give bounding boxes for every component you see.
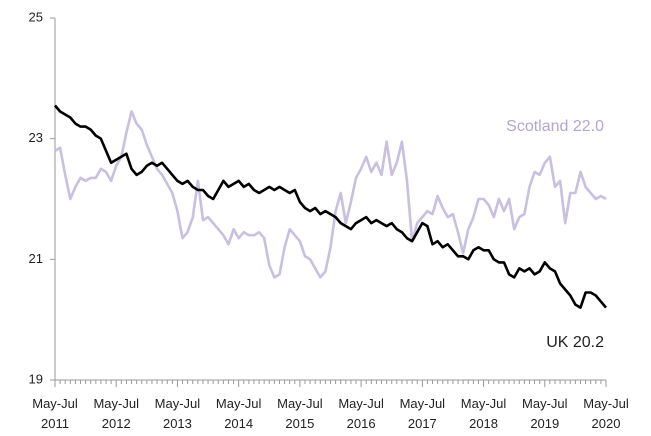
x-tick-label: May-Jul 2012 [93, 396, 139, 431]
x-tick-label: May-Jul 2015 [277, 396, 323, 431]
scotland-annotation: Scotland 22.0 [506, 118, 604, 135]
x-tick-label: May-Jul 2014 [216, 396, 262, 431]
x-tick-label: May-Jul 2018 [461, 396, 507, 431]
line-0 [54, 104, 607, 309]
x-tick-label: May-Jul 2020 [583, 396, 629, 431]
y-tick-label: 19 [29, 371, 43, 386]
y-tick-label: 21 [29, 251, 43, 266]
line-1 [54, 110, 607, 279]
x-tick-label: May-Jul 2011 [32, 396, 78, 431]
x-tick-label: May-Jul 2013 [155, 396, 201, 431]
y-tick-label: 25 [29, 9, 43, 24]
x-tick-label: May-Jul 2016 [338, 396, 384, 431]
x-tick-label: May-Jul 2019 [522, 396, 568, 431]
x-tick-label: May-Jul 2017 [400, 396, 446, 431]
uk-annotation: UK 20.2 [546, 334, 604, 351]
y-tick-label: 23 [29, 130, 43, 145]
